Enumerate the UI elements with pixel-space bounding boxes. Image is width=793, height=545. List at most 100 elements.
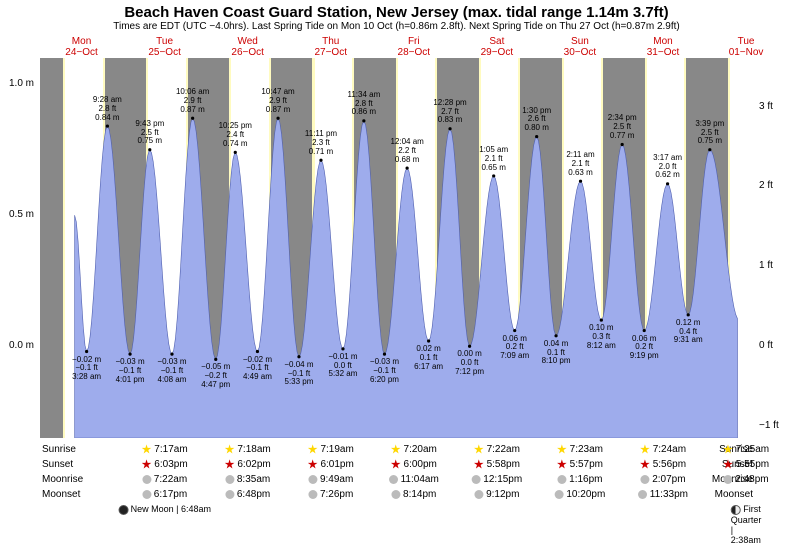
high-tide-annotation: 2:34 pm2.5 ft0.77 m <box>608 114 637 140</box>
high-tide-annotation: 3:39 pm2.5 ft0.75 m <box>695 120 724 146</box>
row-sunset-cell: 5:55pm <box>723 459 769 470</box>
row-sunrise-cell: 7:23am <box>557 444 603 455</box>
row-moonset-cell: 6:48pm <box>225 489 270 500</box>
high-tide-annotation: 2:11 am2.1 ft0.63 m <box>566 151 594 177</box>
low-tide-annotation: 0.06 m0.2 ft9:19 pm <box>630 335 659 361</box>
y-axis-meters: 0.0 m0.5 m1.0 m <box>0 58 38 438</box>
icon-sunset-icon <box>142 459 152 469</box>
low-tide-annotation: −0.01 m0.0 ft5:32 am <box>328 353 357 379</box>
row-moonrise-cell: 2:48pm <box>723 474 768 485</box>
icon-moon-icon <box>142 490 151 499</box>
row-sunset-cell: 6:00pm <box>391 459 437 470</box>
row-moonset-cell: 6:17pm <box>142 489 187 500</box>
sunrise-label-left: Sunrise <box>42 444 76 455</box>
moonrise-label-left: Moonrise <box>42 474 83 485</box>
chart-subtitle: Times are EDT (UTC −4.0hrs). Last Spring… <box>0 21 793 34</box>
moon-phase-icon <box>118 505 128 515</box>
row-sunrise-cell: 7:25am <box>723 444 769 455</box>
icon-sunset-icon <box>557 459 567 469</box>
low-tide-annotation: 0.04 m0.1 ft8:10 pm <box>542 340 571 366</box>
low-tide-annotation: −0.02 m−0.1 ft3:28 am <box>72 356 101 382</box>
icon-moon-icon <box>225 490 234 499</box>
row-moonset-cell: 9:12pm <box>474 489 519 500</box>
row-sunrise-cell: 7:19am <box>308 444 354 455</box>
moon-phase-icon <box>731 505 741 515</box>
plot-area: −0.02 m−0.1 ft3:28 am 9:28 am2.8 ft0.84 m… <box>40 58 753 438</box>
high-tide-annotation: 9:43 pm2.5 ft0.75 m <box>135 120 164 146</box>
row-sunrise-cell: 7:22am <box>474 444 520 455</box>
chart-title: Beach Haven Coast Guard Station, New Jer… <box>0 0 793 21</box>
icon-sunset-icon <box>308 459 318 469</box>
low-tide-annotation: 0.02 m0.1 ft6:17 am <box>414 345 443 371</box>
low-tide-annotation: −0.03 m−0.1 ft4:01 pm <box>115 358 144 384</box>
high-tide-annotation: 11:11 pm2.3 ft0.71 m <box>305 130 337 156</box>
moonset-label-right: Moonset <box>715 489 753 500</box>
icon-sun-icon <box>225 444 235 454</box>
icon-moon-icon <box>723 475 732 484</box>
icon-sun-icon <box>640 444 650 454</box>
low-tide-annotation: 0.12 m0.4 ft9:31 am <box>674 319 703 345</box>
row-moonrise-cell: 8:35am <box>225 474 270 485</box>
high-tide-annotation: 11:34 am2.8 ft0.86 m <box>347 91 380 117</box>
row-sunset-cell: 6:03pm <box>142 459 188 470</box>
row-moonrise-cell: 11:04am <box>389 474 439 485</box>
icon-moon-icon <box>638 490 647 499</box>
icon-sunset-icon <box>723 459 733 469</box>
icon-sun-icon <box>391 444 401 454</box>
row-sunset-cell: 5:57pm <box>557 459 603 470</box>
date-label: Thu27−Oct <box>314 36 347 58</box>
row-sunset-cell: 6:02pm <box>225 459 271 470</box>
y-tick-m: 0.5 m <box>0 209 38 220</box>
y-tick-ft: 0 ft <box>755 340 793 351</box>
moon-phase-row: New Moon | 6:48am First Quarter | 2:38am <box>40 504 753 519</box>
high-tide-annotation: 3:17 am2.0 ft0.62 m <box>653 154 682 180</box>
icon-sunset-icon <box>474 459 484 469</box>
date-label: Sat29−Oct <box>481 36 514 58</box>
high-tide-annotation: 9:28 am2.8 ft0.84 m <box>93 96 122 122</box>
low-tide-annotation: −0.05 m−0.2 ft4:47 pm <box>201 363 230 389</box>
date-label: Tue25−Oct <box>148 36 181 58</box>
high-tide-annotation: 12:28 pm2.7 ft0.83 m <box>433 99 466 125</box>
date-header-row: Mon24−OctTue25−OctWed26−OctThu27−OctFri2… <box>40 36 753 58</box>
sunrise-row: Sunrise Sunrise 7:17am 7:18am 7:19am 7:2… <box>40 444 753 459</box>
moonrise-row: Moonrise Moonrise 7:22am 8:35am 9:49am 1… <box>40 474 753 489</box>
low-tide-annotation: −0.03 m−0.1 ft4:08 am <box>157 358 186 384</box>
row-moonset-cell: 10:20pm <box>555 489 606 500</box>
icon-moon-icon <box>225 475 234 484</box>
icon-sun-icon <box>308 444 318 454</box>
date-label: Wed26−Oct <box>231 36 264 58</box>
sunset-row: Sunset Sunset 6:03pm 6:02pm 6:01pm 6:00p… <box>40 459 753 474</box>
y-tick-ft: 2 ft <box>755 180 793 191</box>
icon-moon-icon <box>389 475 398 484</box>
row-sunrise-cell: 7:20am <box>391 444 437 455</box>
row-sunset-cell: 5:58pm <box>474 459 520 470</box>
row-sunset-cell: 6:01pm <box>308 459 354 470</box>
row-moonset-cell: 11:33pm <box>638 489 688 500</box>
icon-sun-icon <box>142 444 152 454</box>
high-tide-annotation: 10:25 pm2.4 ft0.74 m <box>219 122 252 148</box>
y-tick-m: 1.0 m <box>0 78 38 89</box>
icon-sun-icon <box>723 444 733 454</box>
high-tide-annotation: 10:06 am2.9 ft0.87 m <box>176 88 209 114</box>
footer-astronomy: Sunrise Sunrise 7:17am 7:18am 7:19am 7:2… <box>0 444 793 539</box>
low-tide-annotation: −0.03 m−0.1 ft6:20 pm <box>370 358 399 384</box>
icon-moon-icon <box>308 490 317 499</box>
high-tide-annotation: 10:47 am2.9 ft0.87 m <box>261 88 294 114</box>
row-moonrise-cell: 7:22am <box>142 474 187 485</box>
row-sunrise-cell: 7:17am <box>142 444 188 455</box>
low-tide-annotation: −0.04 m−0.1 ft5:33 pm <box>284 361 313 387</box>
row-moonset-cell: 8:14pm <box>391 489 436 500</box>
icon-sunset-icon <box>640 459 650 469</box>
tide-chart-container: Beach Haven Coast Guard Station, New Jer… <box>0 0 793 539</box>
date-label: Sun30−Oct <box>564 36 597 58</box>
date-label: Fri28−Oct <box>398 36 431 58</box>
icon-moon-icon <box>142 475 151 484</box>
row-sunset-cell: 5:56pm <box>640 459 686 470</box>
y-tick-ft: −1 ft <box>755 420 793 431</box>
row-moonrise-cell: 9:49am <box>308 474 353 485</box>
icon-moon-icon <box>474 490 483 499</box>
icon-sunset-icon <box>225 459 235 469</box>
icon-moon-icon <box>308 475 317 484</box>
row-sunrise-cell: 7:24am <box>640 444 686 455</box>
row-moonset-cell: 7:26pm <box>308 489 353 500</box>
